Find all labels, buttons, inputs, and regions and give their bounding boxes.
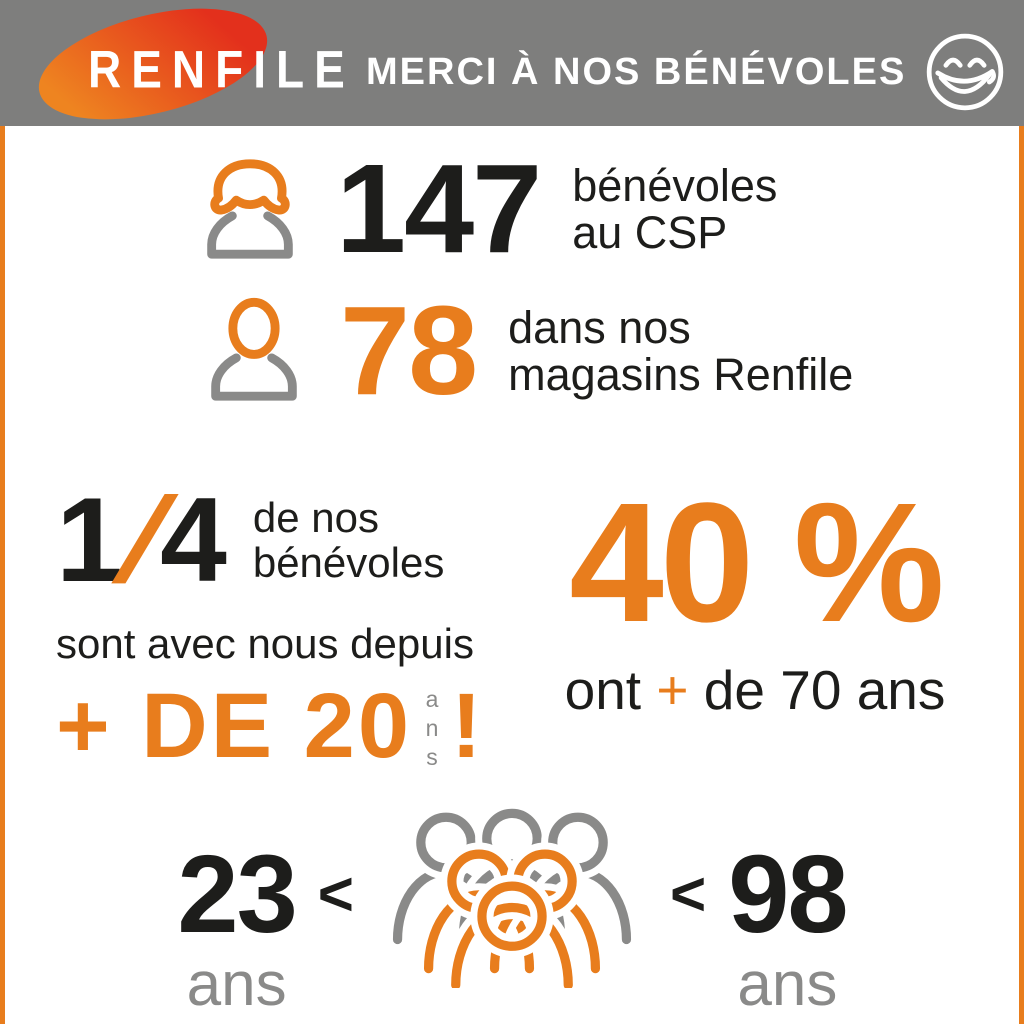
shops-label: dans nos magasins Renfile: [508, 301, 854, 400]
stat-row-shops: 78 dans nos magasins Renfile: [194, 288, 853, 414]
over70-plus-sign: +: [656, 659, 689, 721]
age-max-unit: ans: [737, 950, 838, 1019]
woman-volunteer-icon: [207, 159, 293, 259]
csp-label-line1: bénévoles: [572, 159, 778, 211]
age-min-value: 23: [177, 833, 297, 956]
age-min-column: 23 ans: [177, 794, 297, 1019]
header-title: MERCI À NOS BÉNÉVOLES: [366, 51, 907, 93]
fraction-one-quarter: 1/4: [56, 473, 227, 607]
csp-label: bénévoles au CSP: [572, 159, 778, 258]
age-max-column: 98 ans: [728, 794, 848, 1019]
seniority-highlight-row: + DE 20 ans !: [56, 680, 482, 773]
fraction-numerator: 1: [56, 473, 123, 607]
seniority-unit-vertical: ans: [418, 686, 445, 773]
age-min-unit: ans: [186, 950, 287, 1019]
shops-count: 78: [340, 280, 478, 421]
man-volunteer-icon: [211, 297, 297, 401]
age-max-value: 98: [728, 833, 848, 956]
shops-label-line2: magasins Renfile: [508, 349, 854, 400]
seniority-sentence: sont avec nous depuis: [56, 620, 474, 667]
renfile-logo-text: RENFILE: [88, 39, 355, 99]
csp-label-line2: au CSP: [572, 207, 728, 258]
over70-word-before: ont: [564, 659, 642, 721]
seniority-label-line1: de nos: [252, 493, 379, 541]
over70-label: ont + de 70 ans: [530, 658, 980, 722]
stat-row-csp: 147 bénévoles au CSP: [190, 146, 777, 272]
less-than-left: <: [317, 860, 354, 929]
csp-count: 147: [336, 138, 542, 279]
seniority-highlight: + DE 20: [56, 675, 412, 777]
fraction-denominator: 4: [160, 473, 227, 607]
seniority-label-line2: bénévoles: [252, 539, 445, 586]
over70-value: 40 %: [569, 468, 944, 658]
seniority-exclamation: !: [450, 675, 482, 777]
volunteers-group-icon: [385, 801, 639, 988]
smiley-icon: [926, 33, 1004, 111]
shops-label-line1: dans nos: [508, 301, 691, 353]
header-bar: RENFILE MERCI À NOS BÉNÉVOLES: [0, 0, 1024, 140]
over70-words-after: de 70 ans: [703, 659, 946, 721]
seniority-block: 1/4 de nos bénévoles sont avec nous depu…: [56, 473, 482, 773]
less-than-right: <: [670, 860, 707, 929]
seniority-label: de nos bénévoles: [252, 493, 445, 586]
seniority-top: 1/4 de nos bénévoles: [56, 473, 482, 607]
age-range-row: 23 ans <: [0, 794, 1024, 1016]
over70-block: 40 % ont + de 70 ans: [530, 478, 980, 722]
